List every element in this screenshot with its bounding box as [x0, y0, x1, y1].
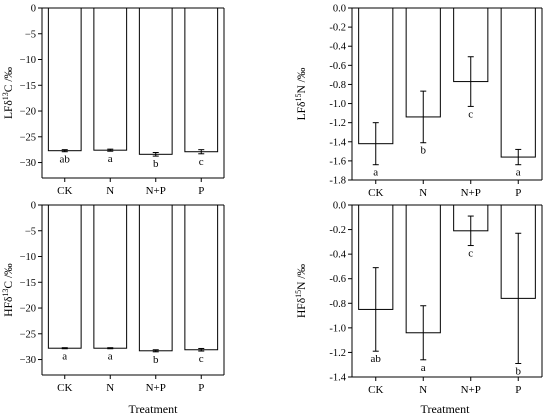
x-tick-label: N+P: [461, 187, 481, 199]
y-axis-label: HFδ13C /‰: [1, 263, 16, 317]
bar: [138, 204, 173, 352]
significance-label: ab: [371, 353, 382, 365]
x-tick-label: N: [106, 382, 114, 394]
y-tick-label: 0.0: [333, 4, 346, 15]
bar: [47, 7, 82, 152]
x-tick-label: N+P: [146, 382, 166, 394]
y-tick-label: -1.4: [329, 373, 346, 384]
y-tick-label: -0.8: [329, 80, 346, 91]
significance-label: a: [108, 153, 113, 165]
y-tick-label: -0.4: [329, 42, 346, 53]
y-tick-label: -1.0: [329, 323, 346, 334]
y-tick-label: −20: [20, 304, 36, 315]
x-tick-label: P: [515, 187, 521, 199]
y-tick-label: −15: [20, 81, 36, 92]
y-tick-label: -1.2: [329, 348, 346, 359]
x-tick-label: N+P: [461, 384, 481, 396]
significance-label: a: [373, 167, 378, 179]
x-axis-title: Treatment: [421, 402, 471, 416]
y-tick-label: −10: [20, 55, 36, 66]
y-tick-label: −25: [20, 329, 36, 340]
y-tick-label: 0: [31, 4, 36, 15]
x-tick-label: P: [198, 382, 204, 394]
significance-label: c: [199, 353, 204, 365]
y-tick-label: −15: [20, 278, 36, 289]
significance-label: a: [62, 351, 67, 363]
significance-label: a: [421, 362, 426, 374]
significance-label: ab: [60, 154, 71, 166]
bar: [358, 7, 394, 145]
y-tick-label: -1.0: [329, 99, 346, 110]
x-axis-title: Treatment: [129, 402, 179, 416]
x-tick-label: N: [419, 187, 427, 199]
significance-label: a: [108, 351, 113, 363]
y-tick-label: −5: [25, 226, 36, 237]
panel-hf-d13c: a a b c 0 −5 −10 −15 −20 −25 −30 CK N N+P P HFδ13C /‰ Tr…: [1, 201, 225, 416]
y-tick-label: −10: [20, 252, 36, 263]
y-tick-label: −20: [20, 107, 36, 118]
bar: [138, 7, 173, 155]
x-tick-label: P: [198, 185, 204, 197]
x-tick-label: N: [106, 185, 114, 197]
significance-label: b: [421, 145, 427, 157]
panel-hf-d15n: ab a c b 0.0 -0.2 -0.4 -0.6 -0.8 -1.0 -1.2 -1.4 CK N N…: [294, 201, 543, 416]
y-tick-label: −30: [20, 355, 36, 366]
bar: [47, 204, 82, 349]
panel-lf-d15n: a b c a 0.0 -0.2 -0.4 -0.6 -0.8 -1.0 -1.2 -1.4 -1.6 -…: [294, 4, 543, 199]
significance-label: a: [516, 167, 521, 179]
y-tick-label: −25: [20, 132, 36, 143]
y-axis-label: LFδ15N /‰: [294, 67, 309, 120]
x-tick-label: CK: [368, 187, 383, 199]
bar: [93, 204, 128, 349]
x-tick-label: P: [515, 384, 521, 396]
significance-label: c: [468, 248, 473, 260]
bar: [93, 7, 128, 151]
significance-label: b: [153, 354, 159, 366]
significance-label: b: [516, 365, 522, 377]
y-tick-label: 0: [31, 201, 36, 212]
bar: [500, 7, 536, 158]
bar: [184, 204, 219, 351]
y-tick-label: -1.6: [329, 156, 346, 167]
significance-label: c: [199, 156, 204, 168]
y-axis-label: LFδ13C /‰: [1, 66, 16, 119]
y-tick-label: -0.6: [329, 274, 346, 285]
x-tick-label: N: [419, 384, 427, 396]
y-tick-label: -0.8: [329, 299, 346, 310]
y-tick-label: −5: [25, 29, 36, 40]
x-tick-label: CK: [368, 384, 383, 396]
y-tick-label: -0.2: [329, 23, 346, 34]
x-tick-label: CK: [57, 382, 72, 394]
x-tick-label: CK: [57, 185, 72, 197]
y-tick-label: -0.6: [329, 61, 346, 72]
bar: [184, 7, 219, 153]
y-tick-label: -0.2: [329, 225, 346, 236]
y-tick-label: -1.2: [329, 118, 346, 129]
significance-label: c: [468, 108, 473, 120]
x-tick-label: N+P: [146, 185, 166, 197]
y-tick-label: -1.4: [329, 137, 346, 148]
y-tick-label: -1.8: [329, 176, 346, 187]
y-axis-label: HFδ15N /‰: [294, 264, 309, 319]
y-tick-label: 0.0: [333, 201, 346, 212]
y-tick-label: -0.4: [329, 250, 346, 261]
y-tick-label: −30: [20, 158, 36, 169]
significance-label: b: [153, 158, 159, 170]
